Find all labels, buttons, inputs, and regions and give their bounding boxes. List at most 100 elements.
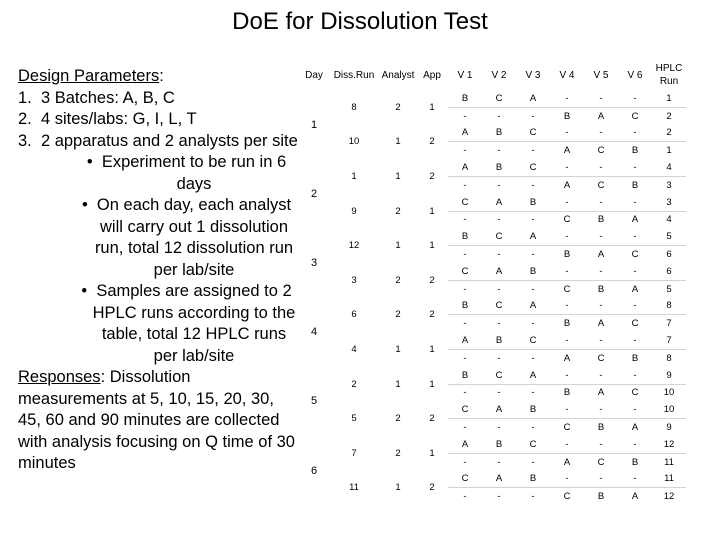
v4-cell: B (563, 387, 571, 399)
header-app: App (423, 69, 441, 81)
item-number: 1. (18, 88, 32, 107)
hplc-run-cell: 11 (652, 470, 686, 489)
hplc-run-cell: 1 (652, 90, 686, 108)
design-heading-text: Design Parameters (18, 67, 160, 85)
v6-cell: B (631, 179, 639, 191)
v4-cell: - (550, 401, 584, 420)
v6-cell: - (618, 124, 652, 143)
v4-cell: - (550, 366, 584, 385)
v1-cell: C (448, 193, 482, 212)
analyst-cell: 1 (395, 482, 401, 494)
v6-cell: - (618, 262, 652, 281)
design-parameters-heading: Design Parameters: (18, 66, 300, 88)
v4-cell: A (563, 456, 571, 468)
v5-cell: C (597, 456, 605, 468)
responses-text: : Dissolution measurements at 5, 10, 15,… (18, 368, 295, 472)
text-panel: Design Parameters: 1. 3 Batches: A, B, C… (18, 66, 300, 475)
v5-cell: - (584, 470, 618, 489)
v1-cell: - (463, 422, 467, 434)
page-title: DoE for Dissolution Test (232, 8, 488, 35)
analyst-cell: 2 (395, 274, 401, 286)
v2-cell: - (497, 214, 501, 226)
v4-cell: B (563, 318, 571, 330)
v1-cell: - (463, 491, 467, 503)
design-item: 2. 4 sites/labs: G, I, L, T (18, 109, 300, 131)
bullet-icon: • (86, 153, 93, 171)
v3-cell: B (516, 262, 550, 281)
v4-cell: A (563, 179, 571, 191)
hplc-run-cell: 6 (666, 249, 672, 261)
header-v4: V 4 (559, 69, 575, 81)
header-day: Day (305, 69, 323, 81)
v6-cell: - (618, 401, 652, 420)
hplc-run-cell: 8 (652, 297, 686, 316)
v2-cell: - (497, 249, 501, 261)
v5-cell: - (584, 228, 618, 247)
v2-cell: - (497, 318, 501, 330)
design-item: 1. 3 Batches: A, B, C (18, 88, 300, 110)
header-v6: V 6 (627, 69, 643, 81)
day-cell: 1 (310, 118, 318, 131)
day-cell: 5 (310, 395, 318, 408)
v5-cell: B (597, 283, 605, 295)
v4-cell: C (563, 422, 571, 434)
app-cell: 1 (429, 101, 435, 113)
header-analyst: Analyst (381, 69, 415, 81)
v5-cell: A (597, 387, 605, 399)
analyst-cell: 2 (395, 413, 401, 425)
v4-cell: A (563, 352, 571, 364)
header-v5: V 5 (593, 69, 609, 81)
v1-cell: B (448, 297, 482, 316)
v3-cell: C (516, 435, 550, 454)
v3-cell: - (531, 422, 535, 434)
v4-cell: B (563, 249, 571, 261)
hplc-run-cell: 3 (652, 193, 686, 212)
diss-run-cell: 8 (351, 101, 357, 113)
table-row: - - - A C B 11 (300, 453, 686, 470)
v5-cell: - (584, 401, 618, 420)
v5-cell: C (597, 145, 605, 157)
v4-cell: - (550, 159, 584, 177)
v1-cell: - (463, 456, 467, 468)
v1-cell: - (463, 110, 467, 122)
diss-run-cell: 6 (351, 309, 357, 321)
day-cell: 3 (310, 256, 318, 269)
v3-cell: B (516, 193, 550, 212)
hplc-run-cell: 2 (666, 110, 672, 122)
v5-cell: A (597, 249, 605, 261)
table-row: 11 1 2 C A B - - -11 (300, 470, 686, 493)
header-v1: V 1 (457, 69, 473, 81)
v3-cell: - (531, 283, 535, 295)
v2-cell: - (497, 145, 501, 157)
doe-table: Day Diss.Run Analyst App V 1 V 2 V 3 V 4… (300, 60, 686, 505)
v1-cell: C (448, 470, 482, 489)
v6-cell: A (631, 491, 639, 503)
design-list: 1. 3 Batches: A, B, C 2. 4 sites/labs: G… (18, 88, 300, 153)
v4-cell: A (563, 145, 571, 157)
hplc-run-cell: 3 (666, 179, 672, 191)
analyst-cell: 1 (395, 170, 401, 182)
hplc-run-cell: 12 (652, 435, 686, 454)
v2-cell: C (482, 297, 516, 316)
v5-cell: - (584, 332, 618, 350)
day-cell: 2 (310, 187, 318, 200)
v4-cell: - (550, 193, 584, 212)
v1-cell: B (448, 228, 482, 247)
v1-cell: B (448, 366, 482, 385)
v1-cell: - (463, 318, 467, 330)
app-cell: 1 (429, 205, 435, 217)
v6-cell: C (631, 110, 639, 122)
v3-cell: - (531, 456, 535, 468)
v3-cell: A (516, 90, 550, 108)
hplc-run-cell: 12 (663, 491, 675, 503)
v6-cell: C (631, 249, 639, 261)
v5-cell: B (597, 491, 605, 503)
bullet-text: On each day, each analyst will carry out… (94, 196, 294, 279)
table-row: - - - B A C 7 (300, 315, 686, 332)
header-v2: V 2 (491, 69, 507, 81)
v1-cell: - (463, 249, 467, 261)
v2-cell: B (482, 435, 516, 454)
